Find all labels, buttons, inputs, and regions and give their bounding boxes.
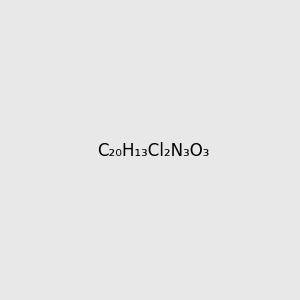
- Text: C₂₀H₁₃Cl₂N₃O₃: C₂₀H₁₃Cl₂N₃O₃: [98, 142, 210, 160]
